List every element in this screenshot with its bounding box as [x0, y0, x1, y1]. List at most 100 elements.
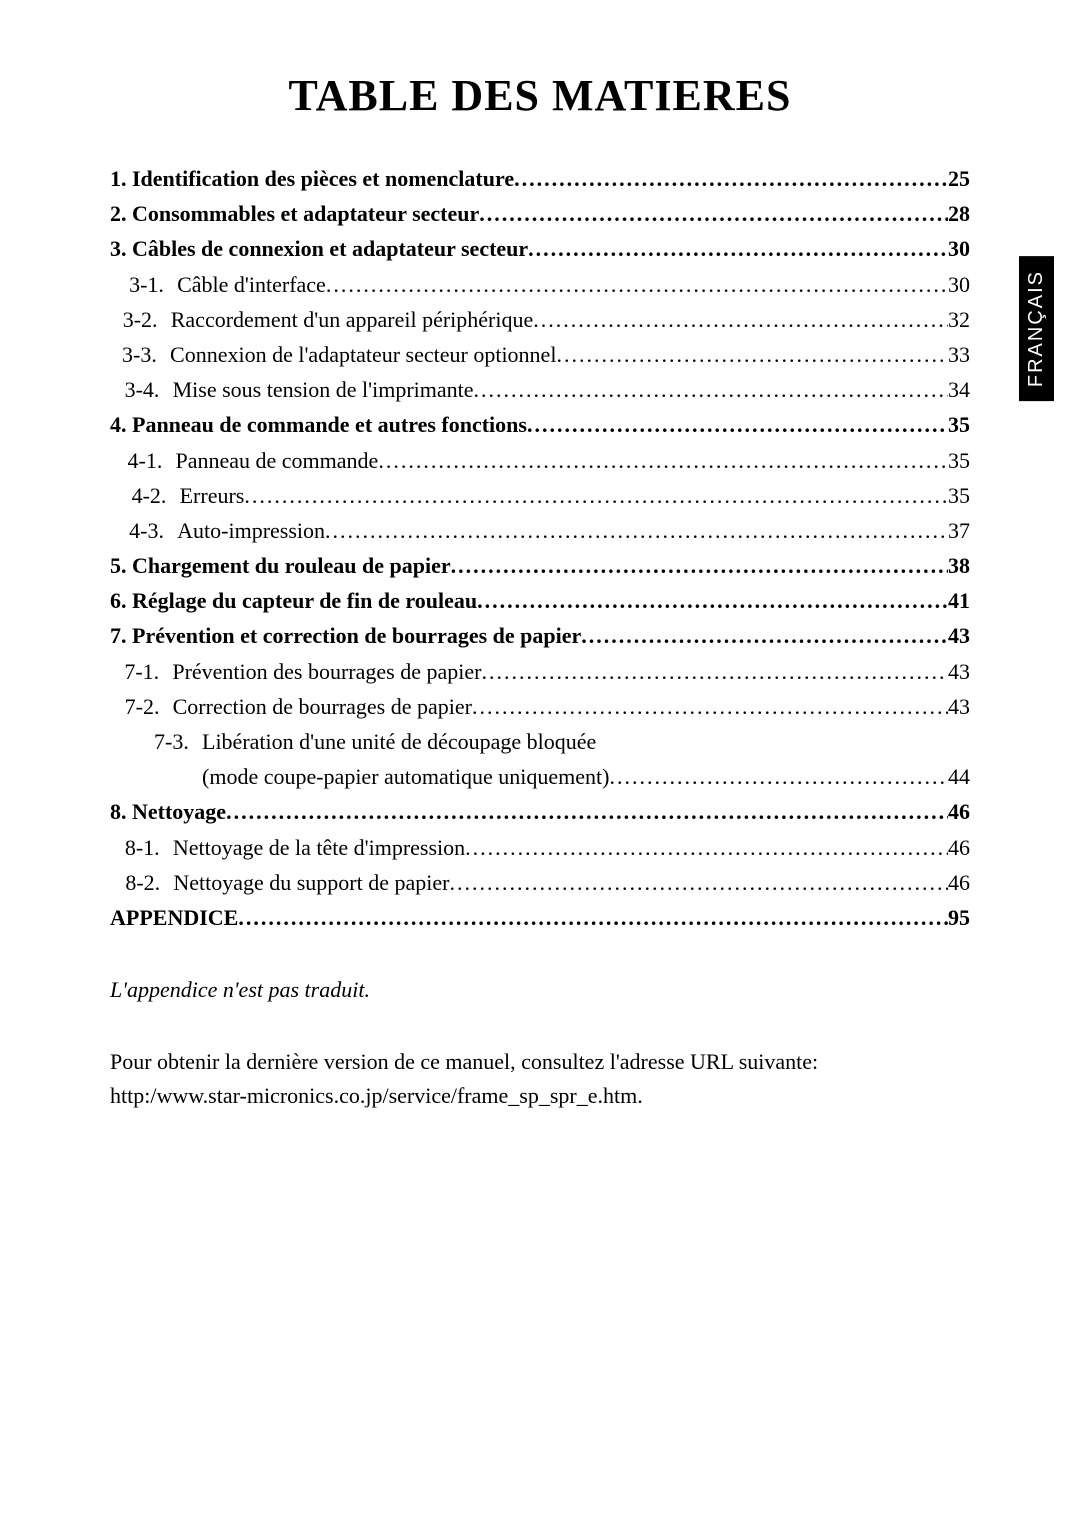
- toc-row: 8-1. Nettoyage de la tête d'impression 4…: [110, 830, 970, 865]
- toc-row: APPENDICE 95: [110, 900, 970, 935]
- toc-row: 4. Panneau de commande et autres fonctio…: [110, 407, 970, 442]
- toc-label: Prévention des bourrages de papier: [172, 654, 481, 689]
- toc-subnumber: 3-4.: [125, 372, 173, 407]
- appendix-note: L'appendice n'est pas traduit.: [110, 977, 970, 1003]
- toc-label: 8. Nettoyage: [110, 794, 226, 829]
- toc-label: (mode coupe-papier automatique uniquemen…: [110, 759, 609, 794]
- toc-page-number: 34: [948, 372, 970, 407]
- toc-subnumber: 7-3.: [154, 724, 202, 759]
- toc-leader-dots: [378, 443, 948, 478]
- toc-leader-dots: [465, 830, 948, 865]
- toc-label: Mise sous tension de l'imprimante: [173, 372, 474, 407]
- toc-row: 7-2. Correction de bourrages de papier 4…: [110, 689, 970, 724]
- toc-subnumber: 4-3.: [129, 513, 177, 548]
- toc-row: 1. Identification des pièces et nomencla…: [110, 161, 970, 196]
- toc-leader-dots: [326, 267, 948, 302]
- toc-page-number: 41: [948, 583, 970, 618]
- toc-leader-dots: [238, 900, 948, 935]
- table-of-contents: 1. Identification des pièces et nomencla…: [110, 161, 970, 935]
- toc-page-number: 35: [948, 443, 970, 478]
- toc-row: 8. Nettoyage 46: [110, 794, 970, 829]
- toc-subnumber: 3-1.: [129, 267, 177, 302]
- toc-label: APPENDICE: [110, 900, 238, 935]
- toc-subnumber: 8-1.: [125, 830, 173, 865]
- toc-page-number: 43: [948, 654, 970, 689]
- toc-leader-dots: [527, 407, 948, 442]
- toc-page-number: 30: [948, 267, 970, 302]
- toc-row: 3-2. Raccordement d'un appareil périphér…: [110, 302, 970, 337]
- toc-page-number: 43: [948, 689, 970, 724]
- toc-page-number: 28: [948, 196, 970, 231]
- toc-row: 2. Consommables et adaptateur secteur 28: [110, 196, 970, 231]
- toc-leader-dots: [474, 372, 948, 407]
- toc-page-number: 32: [948, 302, 970, 337]
- toc-leader-dots: [451, 548, 948, 583]
- toc-row: (mode coupe-papier automatique uniquemen…: [110, 759, 970, 794]
- toc-page-number: 25: [948, 161, 970, 196]
- toc-label: 5. Chargement du rouleau de papier: [110, 548, 451, 583]
- toc-label: Auto-impression: [177, 513, 325, 548]
- toc-page-number: 35: [948, 407, 970, 442]
- toc-row: 3-4. Mise sous tension de l'imprimante 3…: [110, 372, 970, 407]
- url-note-line2: http:/www.star-micronics.co.jp/service/f…: [110, 1083, 643, 1108]
- toc-label: Panneau de commande: [176, 443, 379, 478]
- toc-leader-dots: [449, 865, 948, 900]
- toc-label: Raccordement d'un appareil périphérique: [171, 302, 534, 337]
- toc-subnumber: 3-2.: [123, 302, 171, 337]
- toc-page-number: 46: [948, 865, 970, 900]
- toc-leader-dots: [244, 478, 948, 513]
- toc-page-number: 44: [948, 759, 970, 794]
- toc-label: Nettoyage du support de papier: [173, 865, 449, 900]
- toc-label: 7. Prévention et correction de bourrages…: [110, 618, 581, 653]
- toc-row: 3-3. Connexion de l'adaptateur secteur o…: [110, 337, 970, 372]
- toc-leader-dots: [556, 337, 948, 372]
- toc-label: Erreurs: [180, 478, 245, 513]
- toc-label: Libération d'une unité de découpage bloq…: [202, 724, 596, 759]
- toc-page-number: 30: [948, 231, 970, 266]
- toc-subnumber: 7-1.: [124, 654, 172, 689]
- toc-subnumber: 4-1.: [128, 443, 176, 478]
- toc-page-number: 46: [948, 830, 970, 865]
- toc-row: 7. Prévention et correction de bourrages…: [110, 618, 970, 653]
- toc-leader-dots: [533, 302, 948, 337]
- toc-page-number: 35: [948, 478, 970, 513]
- toc-page-number: 46: [948, 794, 970, 829]
- toc-subnumber: 4-2.: [132, 478, 180, 513]
- toc-leader-dots: [528, 231, 948, 266]
- toc-row: 8-2. Nettoyage du support de papier 46: [110, 865, 970, 900]
- url-note: Pour obtenir la dernière version de ce m…: [110, 1045, 970, 1113]
- toc-subnumber: 8-2.: [125, 865, 173, 900]
- toc-leader-dots: [481, 654, 948, 689]
- toc-page-number: 43: [948, 618, 970, 653]
- toc-label: Nettoyage de la tête d'impression: [173, 830, 465, 865]
- toc-leader-dots: [472, 689, 948, 724]
- toc-row: 6. Réglage du capteur de fin de rouleau 4…: [110, 583, 970, 618]
- toc-row: 4-1. Panneau de commande 35: [110, 443, 970, 478]
- toc-label: 6. Réglage du capteur de fin de rouleau: [110, 583, 477, 618]
- toc-leader-dots: [581, 618, 948, 653]
- toc-label: 1. Identification des pièces et nomencla…: [110, 161, 514, 196]
- toc-row: 4-3. Auto-impression 37: [110, 513, 970, 548]
- toc-page-number: 33: [948, 337, 970, 372]
- toc-leader-dots: [226, 794, 948, 829]
- page-container: TABLE DES MATIERES 1. Identification des…: [0, 0, 1080, 1113]
- language-tab: FRANÇAIS: [1019, 256, 1054, 401]
- toc-leader-dots: [477, 583, 948, 618]
- toc-page-number: 37: [948, 513, 970, 548]
- toc-label: Correction de bourrages de papier: [173, 689, 472, 724]
- toc-row: 3-1. Câble d'interface 30: [110, 267, 970, 302]
- toc-page-number: 38: [948, 548, 970, 583]
- toc-row: 4-2. Erreurs 35: [110, 478, 970, 513]
- toc-label: 3. Câbles de connexion et adaptateur sec…: [110, 231, 528, 266]
- toc-page-number: 95: [948, 900, 970, 935]
- toc-row: 7-1. Prévention des bourrages de papier …: [110, 654, 970, 689]
- toc-row: 7-3. Libération d'une unité de découpage…: [110, 724, 970, 759]
- toc-label: Connexion de l'adaptateur secteur option…: [170, 337, 556, 372]
- toc-label: 2. Consommables et adaptateur secteur: [110, 196, 479, 231]
- page-title: TABLE DES MATIERES: [110, 70, 970, 121]
- toc-leader-dots: [609, 759, 948, 794]
- toc-leader-dots: [514, 161, 948, 196]
- toc-row: 5. Chargement du rouleau de papier 38: [110, 548, 970, 583]
- toc-row: 3. Câbles de connexion et adaptateur sec…: [110, 231, 970, 266]
- toc-label: 4. Panneau de commande et autres fonctio…: [110, 407, 527, 442]
